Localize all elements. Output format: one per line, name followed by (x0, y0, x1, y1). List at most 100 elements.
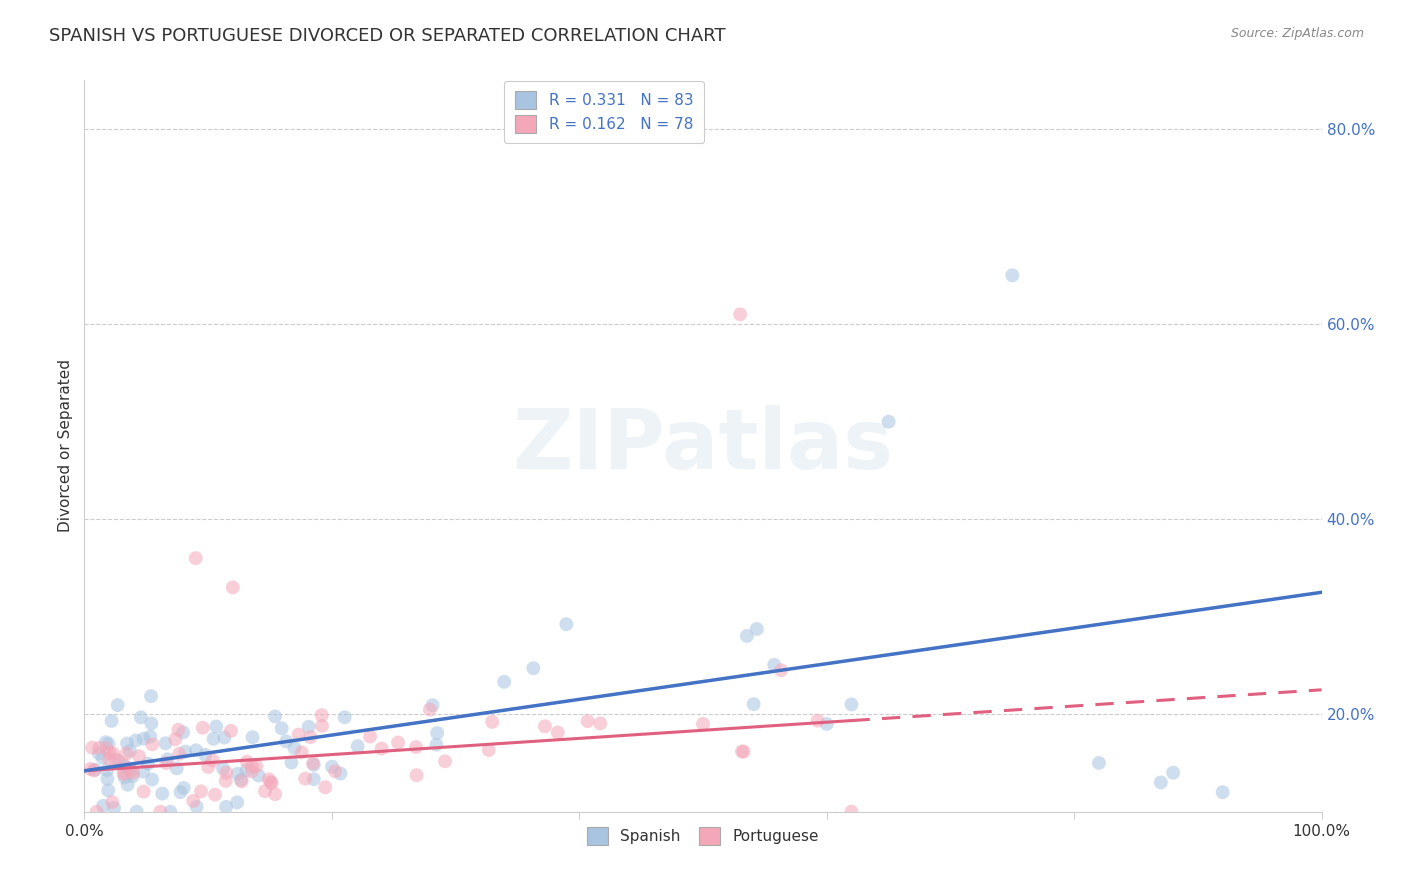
Point (731, 744, 754, 758)
Point (204, 788, 226, 802)
Point (769, 663, 792, 677)
Point (141, 716, 163, 731)
Point (117, 778, 139, 792)
Point (257, 772, 280, 787)
Point (280, 756, 302, 770)
Point (128, 749, 150, 764)
Point (1088, 756, 1111, 770)
Y-axis label: Divorced or Separated: Divorced or Separated (58, 359, 73, 533)
Point (302, 772, 325, 787)
Point (174, 745, 197, 759)
Point (742, 697, 765, 711)
Point (184, 743, 207, 757)
Point (141, 738, 163, 752)
Point (763, 657, 786, 672)
Point (478, 743, 501, 757)
Point (94, 735, 117, 749)
Point (97, 783, 120, 797)
Point (242, 730, 264, 744)
Point (112, 767, 135, 781)
Point (201, 754, 224, 768)
Point (270, 722, 292, 736)
Point (405, 768, 427, 782)
Text: SPANISH VS PORTUGUESE DIVORCED OR SEPARATED CORRELATION CHART: SPANISH VS PORTUGUESE DIVORCED OR SEPARA… (49, 27, 725, 45)
Point (96, 763, 118, 777)
Point (84, 763, 107, 777)
Point (370, 741, 392, 756)
Point (291, 746, 314, 760)
Point (235, 764, 257, 778)
Point (115, 737, 138, 751)
Point (236, 755, 259, 769)
Point (115, 747, 138, 761)
Point (173, 780, 195, 795)
Point (111, 756, 134, 771)
Point (419, 702, 441, 716)
Point (215, 765, 238, 780)
Point (215, 773, 238, 788)
Point (841, 805, 863, 819)
Point (815, 717, 838, 731)
Point (807, 714, 830, 728)
Point (156, 752, 179, 766)
Text: ZIPatlas: ZIPatlas (513, 406, 893, 486)
Point (215, 800, 238, 814)
Point (589, 716, 612, 731)
Point (346, 739, 368, 754)
Point (97, 737, 120, 751)
Point (298, 720, 321, 734)
Point (167, 723, 190, 737)
Point (103, 747, 125, 761)
Point (169, 785, 191, 799)
Point (242, 759, 264, 773)
Point (139, 689, 162, 703)
Point (229, 772, 252, 787)
Point (118, 744, 141, 758)
Point (264, 709, 287, 723)
Point (1150, 775, 1173, 789)
Point (155, 736, 177, 750)
Point (311, 719, 333, 733)
Point (425, 738, 447, 752)
Point (91, 750, 114, 764)
Point (240, 764, 263, 779)
Point (112, 765, 135, 780)
Point (141, 772, 163, 787)
Point (136, 756, 159, 771)
Point (534, 719, 557, 733)
Point (104, 753, 127, 767)
Point (100, 714, 122, 728)
Point (190, 784, 212, 798)
Point (405, 739, 427, 754)
Point (98, 752, 121, 766)
Point (186, 799, 208, 814)
Point (877, 415, 900, 429)
Point (89, 741, 111, 756)
Point (191, 721, 214, 735)
Point (96, 741, 118, 756)
Point (1212, 785, 1234, 799)
Point (231, 774, 253, 789)
Point (494, 674, 516, 689)
Point (202, 731, 225, 746)
Point (125, 805, 148, 819)
Point (159, 805, 181, 819)
Point (165, 732, 187, 747)
Point (576, 714, 599, 728)
Point (114, 771, 136, 785)
Point (728, 307, 751, 321)
Point (107, 754, 129, 768)
Point (103, 801, 125, 815)
Point (287, 728, 309, 742)
Point (155, 756, 177, 770)
Point (387, 735, 409, 749)
Point (735, 629, 758, 643)
Point (260, 776, 283, 790)
Point (555, 617, 578, 632)
Point (745, 622, 768, 636)
Point (139, 730, 162, 744)
Point (222, 581, 245, 595)
Point (302, 756, 325, 771)
Point (522, 661, 544, 675)
Point (172, 725, 194, 739)
